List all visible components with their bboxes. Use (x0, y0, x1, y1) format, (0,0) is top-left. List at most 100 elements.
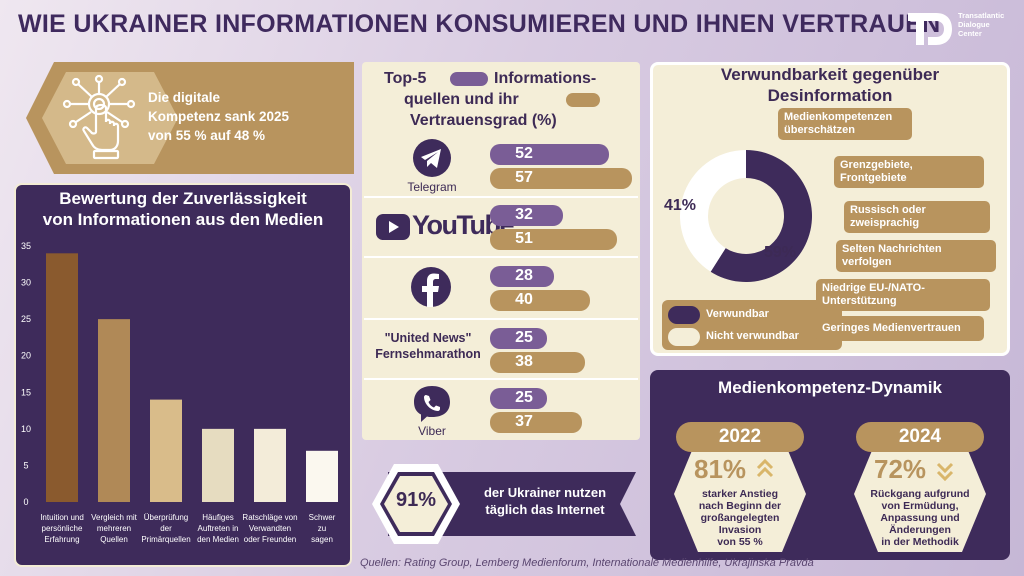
x-tick-label: den Medien (197, 535, 239, 544)
label-united-news: "United News" Fernsehmarathon (375, 331, 481, 361)
x-tick-label: Auftreten in (198, 524, 239, 533)
row-divider (364, 256, 638, 258)
x-tick-label: zu (318, 524, 326, 533)
internet-text: der Ukrainer nutzen täglich das Internet (483, 485, 607, 517)
row-divider (364, 318, 638, 320)
value-trust-3: 40 (515, 291, 533, 308)
vulnerability-donut-chart (680, 150, 812, 282)
y-tick-label: 30 (21, 278, 31, 288)
reliability-chart-title: Bewertung der Zuverlässigkeit von Inform… (42, 189, 324, 229)
sources-note: Quellen: Rating Group, Lemberg Medienfor… (360, 557, 814, 569)
top5-title-part3: quellen und ihr (404, 91, 519, 108)
legend-swatch-sources (450, 72, 488, 86)
facebook-icon (411, 267, 451, 307)
desc-2024: Rückgang aufgrund von Ermüdung, Anpassung … (870, 488, 970, 548)
factor-bubble: Niedrige EU-/NATO- Unterstützung (816, 279, 990, 311)
x-tick-label: Überprüfung (144, 513, 188, 522)
internet-banner (372, 464, 636, 544)
bar-4 (202, 428, 234, 502)
top5-title-part2: Informations- (494, 70, 597, 87)
factor-bubble: Grenzgebiete, Frontgebiete (834, 156, 984, 188)
bar-2 (98, 319, 130, 502)
bar-sources-5 (490, 388, 547, 409)
top5-title-part1: Top-5 (384, 70, 427, 87)
value-sources-4: 25 (515, 329, 533, 346)
value-sources-2: 32 (515, 206, 533, 223)
legend-swatch-trust (566, 93, 600, 107)
logo-text: Transatlantic Dialogue Center (958, 11, 1005, 38)
legend-swatch-vulnerable (668, 306, 700, 324)
x-tick-label: Intuition und (40, 513, 84, 522)
y-tick-label: 10 (21, 424, 31, 434)
tdc-logo (908, 13, 952, 45)
top5-title-part4: Vertrauensgrad (%) (410, 112, 557, 129)
bar-trust-4 (490, 352, 585, 373)
y-tick-label: 25 (21, 314, 31, 324)
x-tick-label: Häufiges (202, 513, 234, 522)
value-sources-3: 28 (515, 267, 533, 284)
value-sources-5: 25 (515, 389, 533, 406)
x-tick-label: Ratschläge von (242, 513, 297, 522)
bar-sources-2 (490, 205, 563, 226)
hexagon-2022 (674, 436, 806, 552)
x-tick-label: oder Freunden (244, 535, 296, 544)
y-tick-label: 35 (21, 241, 31, 251)
factor-bubble: Medienkompetenzen überschätzen (778, 108, 912, 140)
year-2024: 2024 (856, 422, 984, 452)
top5-panel (362, 62, 640, 440)
value-trust-1: 57 (515, 169, 533, 186)
x-tick-label: sagen (311, 535, 333, 544)
label-telegram: Telegram (407, 180, 457, 194)
x-tick-label: der (160, 524, 172, 533)
factor-bubble: Russisch oder zweisprachig (844, 201, 990, 233)
x-tick-label: mehreren (97, 524, 131, 533)
dynamics-title: Medienkompetenz-Dynamik (718, 378, 942, 397)
viber-icon (414, 386, 450, 422)
x-tick-label: Schwer (309, 513, 336, 522)
bar-5 (254, 428, 286, 502)
pct-vulnerable: 59% (764, 244, 797, 261)
competence-text: Die digitale Kompetenz sank 2025 von 55 … (148, 90, 290, 143)
bar-sources-1 (490, 144, 609, 165)
desc-2022: starker Anstieg nach Beginn der großangele… (698, 488, 782, 548)
legend-label-not-vulnerable: Nicht verwundbar (706, 330, 799, 342)
y-tick-label: 0 (23, 497, 28, 507)
touch-network-icon (62, 74, 136, 160)
legend-label-vulnerable: Verwundbar (706, 308, 769, 320)
row-divider (364, 378, 638, 380)
value-sources-1: 52 (515, 145, 533, 162)
factor-bubble: Selten Nachrichten verfolgen (836, 240, 996, 272)
reliability-bar-chart: 0 5 10 15 20 25 30 35 Intuition und persönliche Er… (21, 241, 338, 544)
vulnerability-title: Verwundbarkeit gegenüber Desinformation (720, 65, 940, 105)
bar-3 (150, 399, 182, 502)
donut-slice-2 (680, 150, 746, 272)
x-tick-label: Verwandten (249, 524, 291, 533)
x-tick-label: Quellen (100, 535, 128, 544)
x-tick-label: Vergleich mit (91, 513, 138, 522)
arrow-up-icon (756, 458, 774, 478)
y-tick-label: 5 (23, 460, 28, 470)
row-divider (364, 196, 638, 198)
bar-trust-3 (490, 290, 590, 311)
stat-2024: 72% (874, 454, 927, 484)
telegram-icon (413, 139, 451, 177)
competence-banner (26, 62, 354, 174)
x-tick-label: Primärquellen (141, 535, 190, 544)
internet-pct: 91% (395, 489, 437, 511)
bar-trust-5 (490, 412, 582, 433)
page-title: WIE UKRAINER INFORMATIONEN KONSUMIEREN U… (18, 10, 941, 38)
label-viber: Viber (418, 424, 446, 438)
value-trust-4: 38 (515, 353, 533, 370)
bar-1 (46, 253, 78, 502)
donut-slice-1 (710, 150, 812, 282)
pct-not-vulnerable: 41% (664, 197, 697, 214)
x-tick-label: Erfahrung (44, 535, 79, 544)
hexagon-2024 (854, 436, 986, 552)
legend-swatch-not-vulnerable (668, 328, 700, 346)
arrow-down-icon (936, 462, 954, 482)
value-trust-2: 51 (515, 230, 533, 247)
youtube-icon (376, 214, 410, 240)
x-tick-label: persönliche (42, 524, 83, 533)
bar-trust-2 (490, 229, 617, 250)
bar-6 (306, 450, 338, 502)
